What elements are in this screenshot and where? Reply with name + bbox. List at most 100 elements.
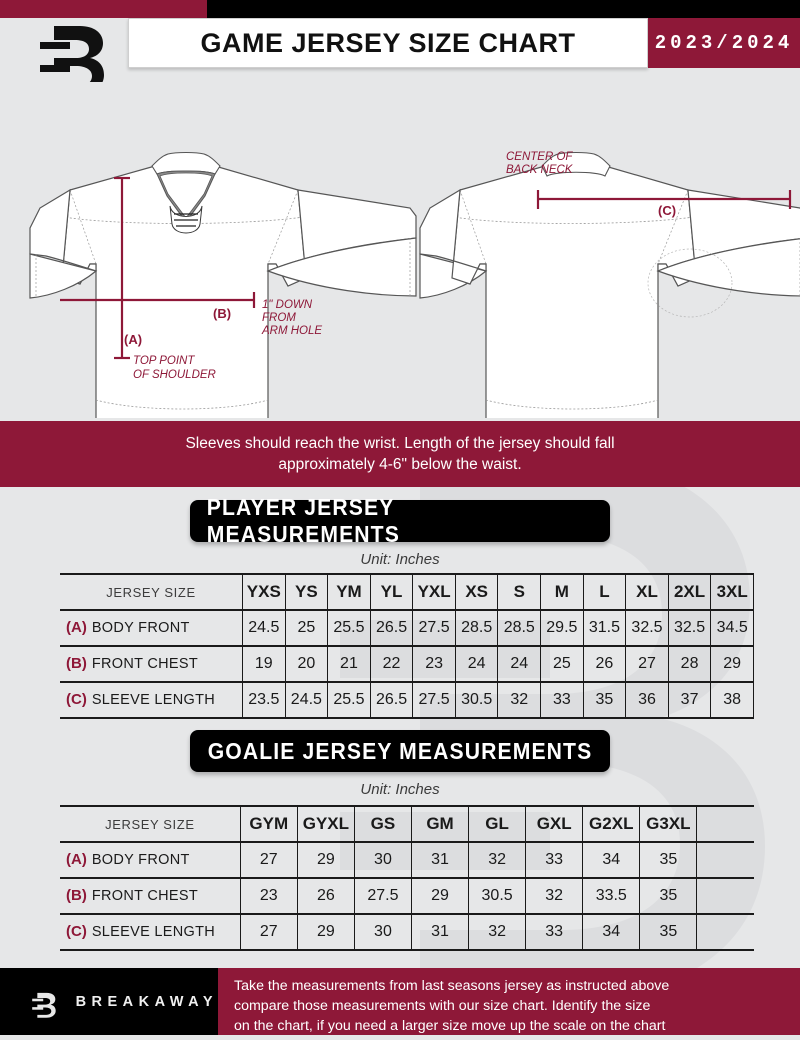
goalie-measurements-table: JERSEY SIZE GYM GYXL GS GM GL GXL G2XL G3XL (A) BO… bbox=[60, 805, 754, 951]
size-header-cell: YXS bbox=[242, 573, 286, 611]
label-b-line1: 1" DOWN bbox=[262, 299, 313, 311]
measurement-name: FRONT CHEST bbox=[91, 888, 198, 904]
measurement-code: (A) bbox=[66, 851, 87, 868]
table-header-row: JERSEY SIZE GYM GYXL GS GM GL GXL G2XL G3XL bbox=[60, 805, 754, 843]
top-strip-maroon bbox=[0, 0, 207, 18]
measurement-value-cell: 19 bbox=[242, 645, 286, 683]
goalie-section-title: GOALIE JERSEY MEASUREMENTS bbox=[207, 737, 593, 764]
breakaway-b-logo-icon bbox=[32, 992, 56, 1018]
goalie-section-pill: GOALIE JERSEY MEASUREMENTS bbox=[190, 730, 610, 772]
size-header-cell: 3XL bbox=[710, 573, 754, 611]
measurement-value-cell bbox=[696, 913, 754, 951]
size-header-cell: GL bbox=[468, 805, 527, 843]
measurement-value-cell: 26.5 bbox=[369, 681, 414, 719]
measurement-value-cell: 24 bbox=[454, 645, 499, 683]
measurement-value-cell: 31 bbox=[410, 841, 470, 879]
size-header-cell: XS bbox=[454, 573, 499, 611]
measurement-label-cell: (C) SLEEVE LENGTH bbox=[60, 681, 243, 719]
measurement-value-cell: 25.5 bbox=[327, 681, 371, 719]
footer-line-2: compare those measurements with our size… bbox=[234, 998, 651, 1015]
label-c-code: (C) bbox=[658, 203, 676, 218]
footer-logo-box: BREAKAWAY bbox=[0, 968, 218, 1035]
measurement-value-cell: 23 bbox=[412, 645, 456, 683]
measurement-name: SLEEVE LENGTH bbox=[91, 692, 215, 708]
size-header-cell: GYXL bbox=[296, 805, 355, 843]
measurement-value-cell: 33 bbox=[525, 913, 584, 951]
measurement-value-cell: 27 bbox=[239, 841, 298, 879]
measurement-value-cell: 30.5 bbox=[454, 681, 499, 719]
size-header-cell: YL bbox=[369, 573, 414, 611]
measurement-value-cell: 32 bbox=[497, 681, 542, 719]
size-header-cell: G2XL bbox=[582, 805, 641, 843]
table-row: (A) BODY FRONT 27 29 30 31 32 33 34 35 bbox=[60, 841, 754, 879]
measurement-value-cell: 35 bbox=[639, 877, 698, 915]
measurement-value-cell: 30 bbox=[353, 913, 412, 951]
measurement-value-cell: 33.5 bbox=[582, 877, 641, 915]
measurement-label-cell: (B) FRONT CHEST bbox=[60, 645, 243, 683]
instruction-banner: Sleeves should reach the wrist. Length o… bbox=[0, 421, 800, 487]
measurement-value-cell: 25 bbox=[284, 609, 329, 647]
breakaway-b-logo-icon bbox=[40, 26, 104, 82]
label-a-line2: OF SHOULDER bbox=[133, 369, 216, 381]
jersey-size-header: JERSEY SIZE bbox=[60, 805, 241, 843]
size-header-cell: YXL bbox=[412, 573, 456, 611]
measurement-name: FRONT CHEST bbox=[91, 656, 198, 672]
size-header-cell: L bbox=[582, 573, 627, 611]
measurement-label-cell: (C) SLEEVE LENGTH bbox=[60, 913, 241, 951]
banner-line-2: approximately 4-6" below the waist. bbox=[278, 456, 522, 473]
page-header: GAME JERSEY SIZE CHART 2023/2024 bbox=[0, 18, 800, 82]
size-header-cell: YM bbox=[327, 573, 371, 611]
size-header-cell: G3XL bbox=[639, 805, 698, 843]
size-header-cell bbox=[696, 805, 754, 843]
label-a-line1: TOP POINT bbox=[133, 355, 195, 367]
page-title: GAME JERSEY SIZE CHART bbox=[200, 27, 576, 58]
measurement-value-cell: 20 bbox=[284, 645, 329, 683]
label-neck-line1: CENTER OF bbox=[506, 151, 573, 163]
measurement-value-cell: 28.5 bbox=[497, 609, 542, 647]
measurement-value-cell: 27.5 bbox=[412, 609, 456, 647]
measurement-value-cell: 32 bbox=[468, 841, 527, 879]
measurement-value-cell: 26 bbox=[582, 645, 627, 683]
player-measurements-table: JERSEY SIZE YXS YS YM YL YXL XS S M L XL 2XL 3XL (A) B… bbox=[60, 573, 754, 719]
table-row: (B) FRONT CHEST 23 26 27.5 29 30.5 32 33.5 35 bbox=[60, 877, 754, 915]
measurement-code: (C) bbox=[66, 691, 87, 708]
measurement-code: (B) bbox=[66, 655, 87, 672]
measurement-value-cell: 31.5 bbox=[582, 609, 627, 647]
measurement-value-cell: 31 bbox=[410, 913, 470, 951]
measurement-value-cell: 29 bbox=[410, 877, 470, 915]
size-header-cell: GYM bbox=[239, 805, 298, 843]
measurement-value-cell: 29 bbox=[710, 645, 754, 683]
measurement-value-cell: 29 bbox=[296, 841, 355, 879]
label-b-line2: FROM bbox=[262, 312, 296, 324]
size-header-cell: GXL bbox=[525, 805, 584, 843]
measurement-value-cell: 29.5 bbox=[540, 609, 584, 647]
measurement-value-cell: 27.5 bbox=[412, 681, 456, 719]
measurement-value-cell: 22 bbox=[369, 645, 414, 683]
header-year-box: 2023/2024 bbox=[648, 18, 800, 68]
measurement-value-cell: 26.5 bbox=[369, 609, 414, 647]
table-header-row: JERSEY SIZE YXS YS YM YL YXL XS S M L XL 2XL 3XL bbox=[60, 573, 754, 611]
header-title-box: GAME JERSEY SIZE CHART bbox=[128, 18, 648, 68]
measurement-label-cell: (A) BODY FRONT bbox=[60, 841, 241, 879]
measurement-code: (C) bbox=[66, 923, 87, 940]
footer-brand-name: BREAKAWAY bbox=[75, 993, 218, 1010]
table-row: (B) FRONT CHEST 19 20 21 22 23 24 24 25 26 27 28 29 bbox=[60, 645, 754, 683]
measurement-value-cell: 21 bbox=[327, 645, 371, 683]
measurement-value-cell: 28 bbox=[667, 645, 712, 683]
measurement-value-cell: 28.5 bbox=[454, 609, 499, 647]
measurement-value-cell: 29 bbox=[296, 913, 355, 951]
measurement-value-cell: 24 bbox=[497, 645, 542, 683]
measurement-name: SLEEVE LENGTH bbox=[91, 924, 215, 940]
measurement-value-cell: 34 bbox=[582, 913, 641, 951]
measurement-value-cell: 27 bbox=[625, 645, 669, 683]
size-header-cell: GS bbox=[353, 805, 412, 843]
size-header-cell: YS bbox=[284, 573, 329, 611]
measurement-value-cell: 32.5 bbox=[625, 609, 669, 647]
player-unit-label: Unit: Inches bbox=[360, 551, 440, 568]
season-year: 2023/2024 bbox=[654, 32, 794, 54]
measurement-code: (A) bbox=[66, 619, 87, 636]
measurement-value-cell: 25 bbox=[540, 645, 584, 683]
measurement-value-cell: 32 bbox=[468, 913, 527, 951]
measurement-value-cell: 35 bbox=[639, 841, 698, 879]
player-section-pill: PLAYER JERSEY MEASUREMENTS bbox=[190, 494, 610, 547]
